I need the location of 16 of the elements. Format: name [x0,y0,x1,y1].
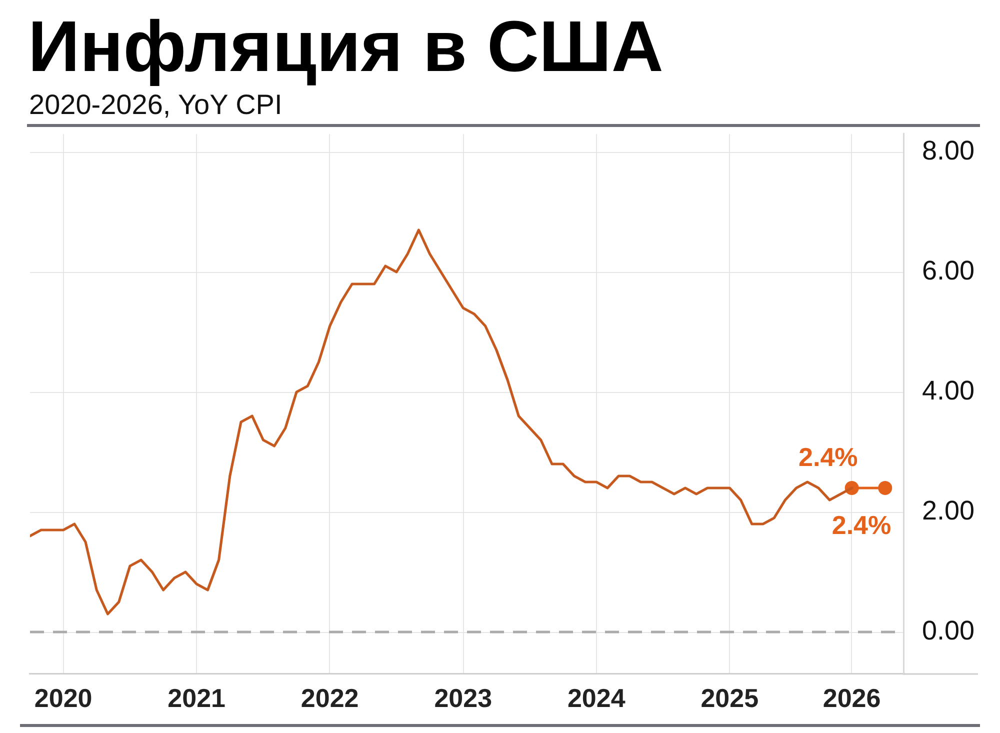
data-label: 2.4% [832,510,892,540]
x-tick-label: 2026 [822,682,881,713]
y-tick-label: 0.00 [922,615,975,646]
x-tick-label: 2024 [567,682,626,713]
x-tick-label: 2023 [434,682,492,713]
x-tick-label: 2020 [34,682,92,713]
chart-subtitle: 2020-2026, YoY CPI [29,89,282,120]
chart-title: Инфляция в США [28,7,664,87]
x-tick-label: 2025 [700,682,759,713]
y-tick-label: 2.00 [922,495,975,526]
y-tick-label: 8.00 [922,135,975,166]
x-tick-label: 2022 [300,682,359,713]
data-label: 2.4% [798,442,858,472]
x-tick-label: 2021 [168,682,226,713]
y-tick-label: 4.00 [922,375,975,406]
y-tick-label: 6.00 [922,255,975,286]
